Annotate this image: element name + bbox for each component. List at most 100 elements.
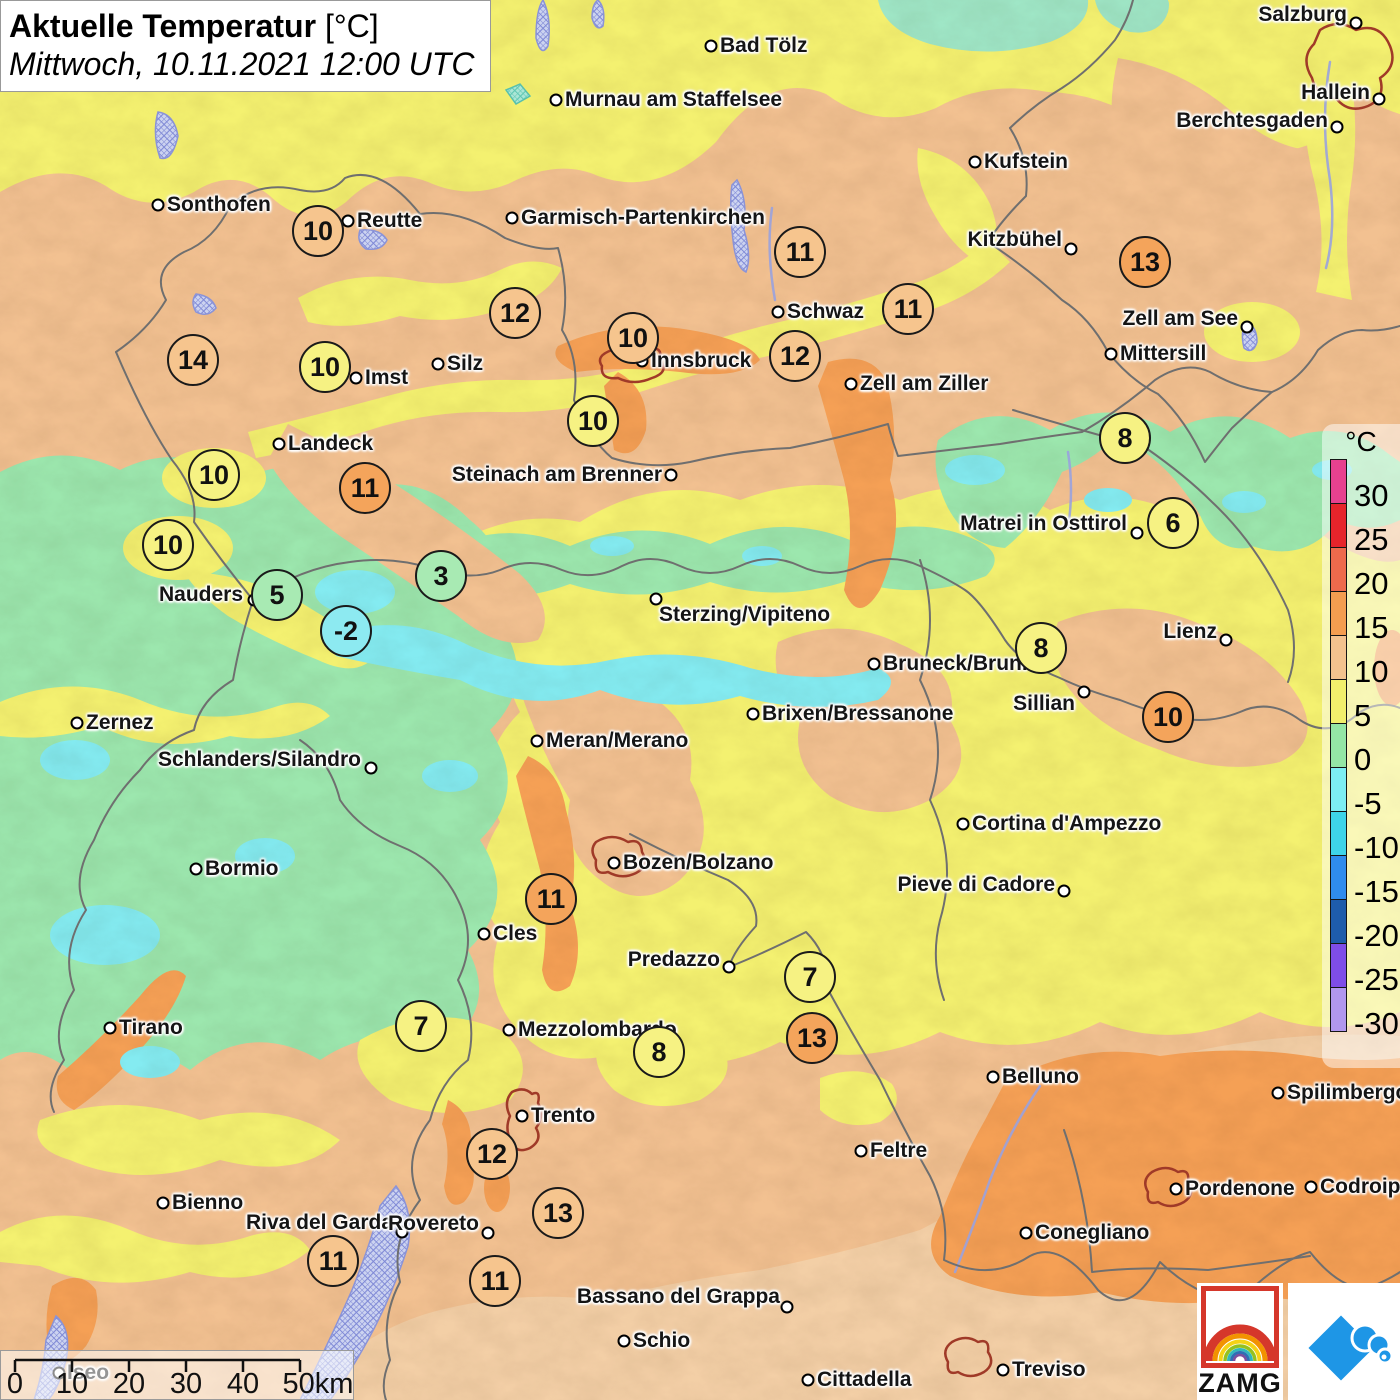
station-temperature: 5	[251, 569, 303, 621]
station-temperature: 11	[774, 226, 826, 278]
scale-bar-label: 30	[169, 1368, 203, 1400]
station-temperature: 10	[299, 341, 351, 393]
city-label: Cittadella	[817, 1368, 912, 1391]
city-label: Cles	[493, 922, 538, 945]
legend-value: 5	[1354, 698, 1372, 733]
city-label: Riva del Garda	[245, 1211, 393, 1234]
scale-bar-label: 10	[55, 1368, 89, 1400]
station-temperature: 11	[469, 1255, 521, 1307]
city-label: Conegliano	[1035, 1221, 1150, 1244]
scale-bar-ticks	[13, 1358, 302, 1372]
city-marker	[1240, 320, 1254, 334]
legend-swatch	[1330, 766, 1347, 812]
city-marker	[1077, 685, 1091, 699]
legend-swatch	[1330, 854, 1347, 900]
city-marker	[1330, 120, 1344, 134]
legend-swatch	[1330, 986, 1347, 1032]
legend-entry: -30	[1330, 986, 1400, 1039]
city-label: Bienno	[172, 1191, 244, 1214]
mountain-cloud-icon	[1308, 1315, 1394, 1381]
legend-value: 20	[1354, 566, 1389, 601]
legend-swatch	[1330, 458, 1347, 504]
legend-swatch	[1330, 942, 1347, 988]
city-label: Treviso	[1012, 1358, 1086, 1381]
city-marker	[1104, 347, 1118, 361]
city-label: Kufstein	[984, 150, 1068, 173]
station-temperature: 7	[784, 951, 836, 1003]
scale-bar-label: 20	[112, 1368, 146, 1400]
city-marker	[722, 960, 736, 974]
station-temperature: 10	[607, 312, 659, 364]
city-label: Sillian	[1013, 692, 1075, 715]
city-marker	[996, 1363, 1010, 1377]
legend-entry: -25	[1330, 942, 1400, 995]
city-marker	[1219, 633, 1233, 647]
city-marker	[431, 357, 445, 371]
city-marker	[1064, 242, 1078, 256]
legend-entry: -5	[1330, 766, 1400, 819]
station-temperature: 11	[882, 283, 934, 335]
city-label: Murnau am Staffelsee	[565, 88, 783, 111]
city-marker	[704, 39, 718, 53]
city-marker	[1271, 1086, 1285, 1100]
city-marker	[649, 592, 663, 606]
city-marker	[771, 305, 785, 319]
city-marker	[341, 214, 355, 228]
legend-value: 0	[1354, 742, 1372, 777]
legend-swatch	[1330, 810, 1347, 856]
city-marker	[801, 1373, 815, 1387]
city-label: Berchtesgaden	[1176, 109, 1328, 132]
station-temperature: 13	[532, 1187, 584, 1239]
legend-value: -10	[1354, 830, 1399, 865]
scale-bar-label: 0	[6, 1368, 24, 1400]
city-label: Belluno	[1002, 1065, 1079, 1088]
city-label: Spilimbergo	[1287, 1081, 1400, 1104]
city-marker	[1169, 1182, 1183, 1196]
station-temperature: 11	[307, 1235, 359, 1287]
city-marker	[968, 155, 982, 169]
city-label: Landeck	[288, 432, 374, 455]
temperature-legend: °C 30 25 20 15 10 5 0 -5 -10 -15 -20 -25 -30	[1322, 424, 1400, 1068]
station-temperature: 8	[1099, 412, 1151, 464]
city-label: Codroipo	[1320, 1175, 1400, 1198]
title-box: Aktuelle Temperatur [°C] Mittwoch, 10.11…	[0, 0, 492, 92]
city-marker	[854, 1144, 868, 1158]
city-label: Innsbruck	[651, 349, 752, 372]
city-label: Bozen/Bolzano	[623, 851, 774, 874]
city-label: Bassano del Grappa	[576, 1285, 780, 1308]
legend-unit-label: °C	[1345, 426, 1377, 457]
legend-value: -5	[1354, 786, 1382, 821]
zamg-logo: ZAMG	[1197, 1283, 1283, 1400]
city-marker	[746, 707, 760, 721]
city-label: Zell am Ziller	[860, 372, 989, 395]
city-marker	[1130, 526, 1144, 540]
station-temperature: 10	[1142, 691, 1194, 743]
legend-entry: -10	[1330, 810, 1400, 863]
city-marker	[1304, 1180, 1318, 1194]
city-label: Schlanders/Silandro	[157, 748, 361, 771]
city-label: Schwaz	[787, 300, 865, 323]
city-marker	[395, 1225, 409, 1239]
city-marker	[515, 1109, 529, 1123]
legend-swatch	[1330, 634, 1347, 680]
station-temperature: 13	[1119, 236, 1171, 288]
station-temperature: 3	[415, 550, 467, 602]
scale-bar-label: 40	[226, 1368, 260, 1400]
city-label: Nauders	[158, 583, 243, 606]
station-temperature: 12	[769, 330, 821, 382]
city-marker	[780, 1300, 794, 1314]
station-temperature: 8	[633, 1026, 685, 1078]
city-marker	[986, 1070, 1000, 1084]
admin-borders	[49, 0, 1400, 1400]
legend-value: 25	[1354, 522, 1389, 557]
legend-value: 10	[1354, 654, 1389, 689]
legend-swatch	[1330, 590, 1347, 636]
city-label: Zernez	[86, 711, 154, 734]
legend-swatch	[1330, 898, 1347, 944]
legend-entry: -20	[1330, 898, 1400, 951]
city-marker	[867, 657, 881, 671]
city-marker	[530, 734, 544, 748]
title-main: Aktuelle Temperatur	[9, 8, 317, 44]
legend-entry: 15	[1330, 590, 1400, 643]
